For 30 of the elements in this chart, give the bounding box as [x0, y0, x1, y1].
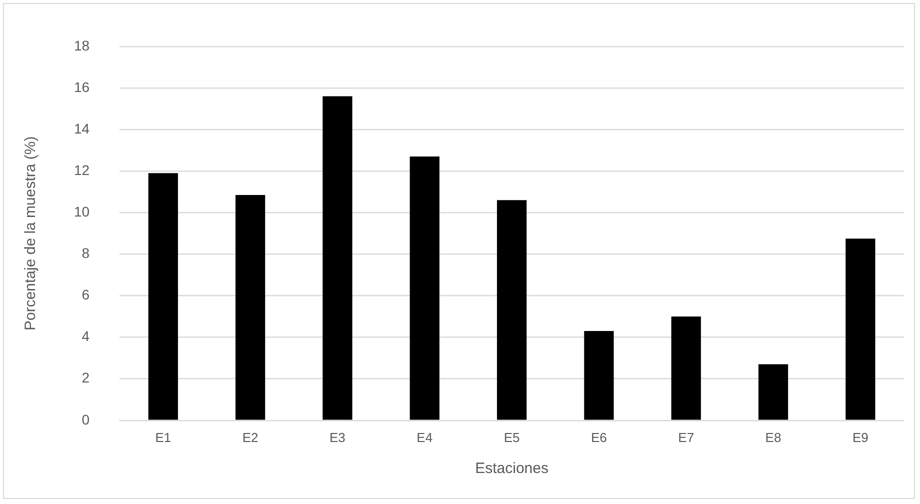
- y-tick-label: 2: [82, 370, 90, 386]
- x-axis-title: Estaciones: [475, 460, 548, 478]
- bar: [322, 96, 352, 420]
- y-tick-label: 14: [74, 120, 90, 136]
- y-tick-label: 18: [74, 37, 90, 54]
- y-tick-label: 12: [74, 162, 90, 178]
- x-tick-label: E7: [678, 430, 694, 445]
- x-tick-label: E4: [416, 430, 433, 445]
- bar: [496, 200, 527, 420]
- x-tick-label: E5: [504, 430, 520, 445]
- x-tick-label: E2: [242, 430, 258, 445]
- x-tick-label: E6: [590, 430, 607, 445]
- x-tick-label: E8: [765, 430, 782, 445]
- bar: [410, 156, 440, 420]
- bar: [148, 173, 178, 420]
- y-axis-title: Porcentaje de la muestra (%): [22, 136, 40, 331]
- bar: [671, 316, 701, 420]
- y-tick-label: 6: [82, 286, 90, 303]
- y-tick-label: 0: [82, 411, 90, 428]
- x-tick-label: E1: [155, 430, 172, 445]
- y-tick-label: 10: [74, 203, 90, 220]
- x-tick-label: E3: [330, 430, 346, 445]
- bar: [846, 238, 876, 420]
- bar: [584, 331, 614, 420]
- x-tick-label: E9: [852, 430, 868, 445]
- bar: [235, 194, 266, 420]
- bar: [758, 364, 788, 420]
- y-tick-label: 4: [82, 328, 90, 344]
- y-tick-label: 16: [74, 78, 90, 95]
- y-tick-label: 8: [82, 245, 90, 262]
